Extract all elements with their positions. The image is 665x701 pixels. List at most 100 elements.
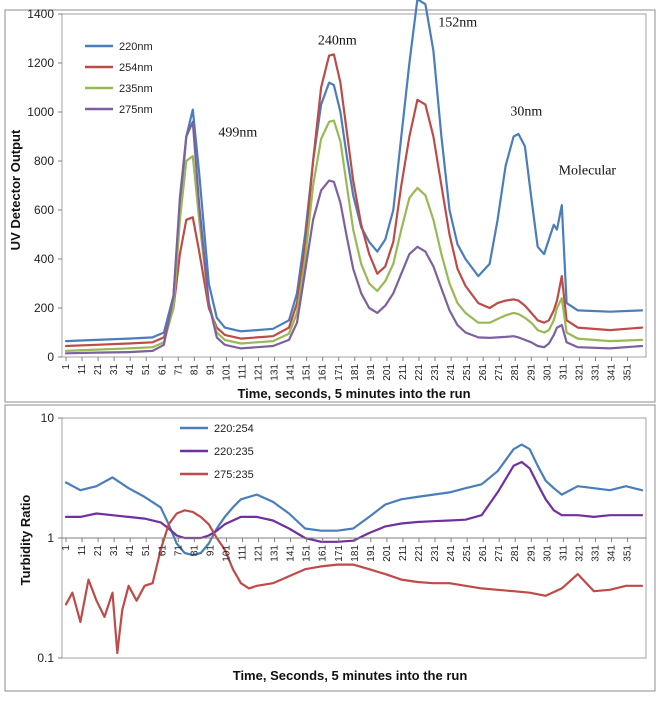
uv-x-tick-label: 11 [77,364,88,375]
turbidity-x-axis-title: Time, Seconds, 5 minutes into the run [233,668,468,683]
uv-x-tick-label: 141 [286,364,297,381]
tb-x-tick-label: 231 [430,545,441,562]
uv-x-tick-label: 151 [302,364,313,381]
tb-x-tick-label: 321 [574,545,585,562]
turbidity-ratio-chart: 1 11 21 31 41 51 61 71 81 91 101 111 121 131 141 151 161… [4,404,656,692]
uv-x-tick-label: 211 [398,364,409,380]
uv-x-tick-label: 81 [189,364,200,376]
uv-legend-label-235nm: 235nm [119,83,153,95]
uv-x-tick-label: 1 [61,364,72,370]
uv-x-tick-label: 201 [382,364,393,381]
uv-x-tick-label: 51 [141,364,152,376]
tb-x-tick-label: 161 [318,545,329,562]
tb-x-tick-label: 111 [237,545,248,561]
tb-legend-label-220-235: 220:235 [214,446,254,458]
tb-x-tick-label: 221 [414,545,425,562]
uv-x-tick-label: 251 [462,364,473,381]
tb-legend-label-275-235: 275:235 [214,469,254,481]
uv-x-tick-label: 191 [366,364,377,381]
uv-detector-chart: 1 11 21 31 41 51 61 71 81 91 101 111 121 131 141 151 161… [4,0,656,403]
tb-x-tick-label: 1 [61,545,72,551]
uv-x-tick-label: 21 [93,364,104,376]
uv-y-tick-label: 1200 [27,56,54,70]
tb-x-tick-label: 41 [125,545,136,557]
uv-x-tick-label: 241 [446,364,457,381]
uv-x-tick-label: 101 [221,364,232,381]
tb-x-tick-label: 81 [189,545,200,557]
tb-x-tick-label: 21 [93,545,104,557]
uv-legend-label-254nm: 254nm [119,62,153,74]
tb-legend-label-220-254: 220:254 [214,423,254,435]
uv-y-tick-label: 800 [34,154,54,168]
tb-x-tick-label: 301 [542,545,553,562]
tb-x-tick-label: 341 [607,545,618,562]
uv-x-tick-label: 231 [430,364,441,381]
tb-x-tick-label: 251 [462,545,473,562]
size-annotation-molecular: Molecular [559,163,617,178]
uv-x-tick-label: 171 [334,364,345,381]
tb-x-tick-label: 191 [366,545,377,562]
uv-x-tick-label: 61 [157,364,168,376]
uv-legend-label-275nm: 275nm [119,104,153,116]
uv-legend-label-220nm: 220nm [119,41,153,53]
uv-x-tick-label: 91 [205,364,216,376]
uv-x-tick-label: 341 [607,364,618,381]
size-annotation-30nm: 30nm [510,105,542,120]
tb-y-tick-label: 10 [41,411,55,425]
uv-x-axis-title: Time, seconds, 5 minutes into the run [237,386,470,401]
tb-x-tick-label: 171 [334,545,345,562]
uv-y-tick-label: 1400 [27,7,54,21]
uv-x-tick-label: 181 [350,364,361,381]
uv-x-tick-label: 121 [254,364,265,381]
tb-x-tick-label: 211 [398,545,409,561]
tb-x-tick-label: 291 [526,545,537,562]
tb-x-tick-label: 311 [558,545,569,561]
tb-x-tick-label: 11 [77,545,88,556]
tb-series-275-235 [64,509,644,655]
tb-x-tick-label: 121 [254,545,265,562]
tb-y-tick-label: 1 [47,531,54,545]
tb-x-tick-label: 271 [494,545,505,562]
uv-y-tick-label: 0 [47,350,54,364]
size-annotation-152nm: 152nm [438,15,477,30]
tb-x-tick-label: 201 [382,545,393,562]
tb-x-tick-label: 331 [590,545,601,562]
tb-x-tick-label: 181 [350,545,361,562]
tb-x-tick-label: 241 [446,545,457,562]
tb-x-tick-label: 91 [205,545,216,557]
uv-x-tick-label: 301 [542,364,553,381]
uv-x-tick-label: 351 [623,364,634,381]
size-annotation-240nm: 240nm [318,34,357,49]
tb-x-tick-label: 71 [173,545,184,557]
uv-y-tick-label: 400 [34,252,54,266]
uv-x-tick-label: 261 [478,364,489,381]
uv-series-220nm [64,0,644,343]
uv-y-tick-label: 200 [34,301,54,315]
size-annotation-499nm: 499nm [218,126,257,141]
tb-y-tick-label: 0.1 [37,651,54,665]
uv-x-tick-label: 31 [109,364,120,376]
tb-x-tick-label: 151 [302,545,313,562]
uv-x-tick-label: 281 [510,364,521,381]
uv-x-tick-label: 161 [318,364,329,381]
uv-y-axis-title: UV Detector Output [8,129,23,250]
tb-x-tick-label: 141 [286,545,297,562]
uv-y-tick-label: 600 [34,203,54,217]
uv-x-tick-label: 41 [125,364,136,376]
uv-x-tick-label: 321 [574,364,585,381]
uv-series-275nm [64,120,644,355]
tb-x-tick-label: 61 [157,545,168,557]
tb-x-tick-label: 351 [623,545,634,562]
uv-x-tick-label: 311 [558,364,569,380]
tb-x-tick-label: 131 [270,545,281,562]
uv-x-tick-label: 131 [270,364,281,381]
uv-x-tick-label: 271 [494,364,505,381]
tb-x-tick-label: 281 [510,545,521,562]
uv-x-tick-label: 111 [237,364,248,380]
tb-x-tick-label: 31 [109,545,120,557]
uv-x-tick-label: 291 [526,364,537,381]
tb-series-220-235 [64,460,644,543]
uv-y-tick-label: 1000 [27,105,54,119]
tb-x-tick-label: 261 [478,545,489,562]
